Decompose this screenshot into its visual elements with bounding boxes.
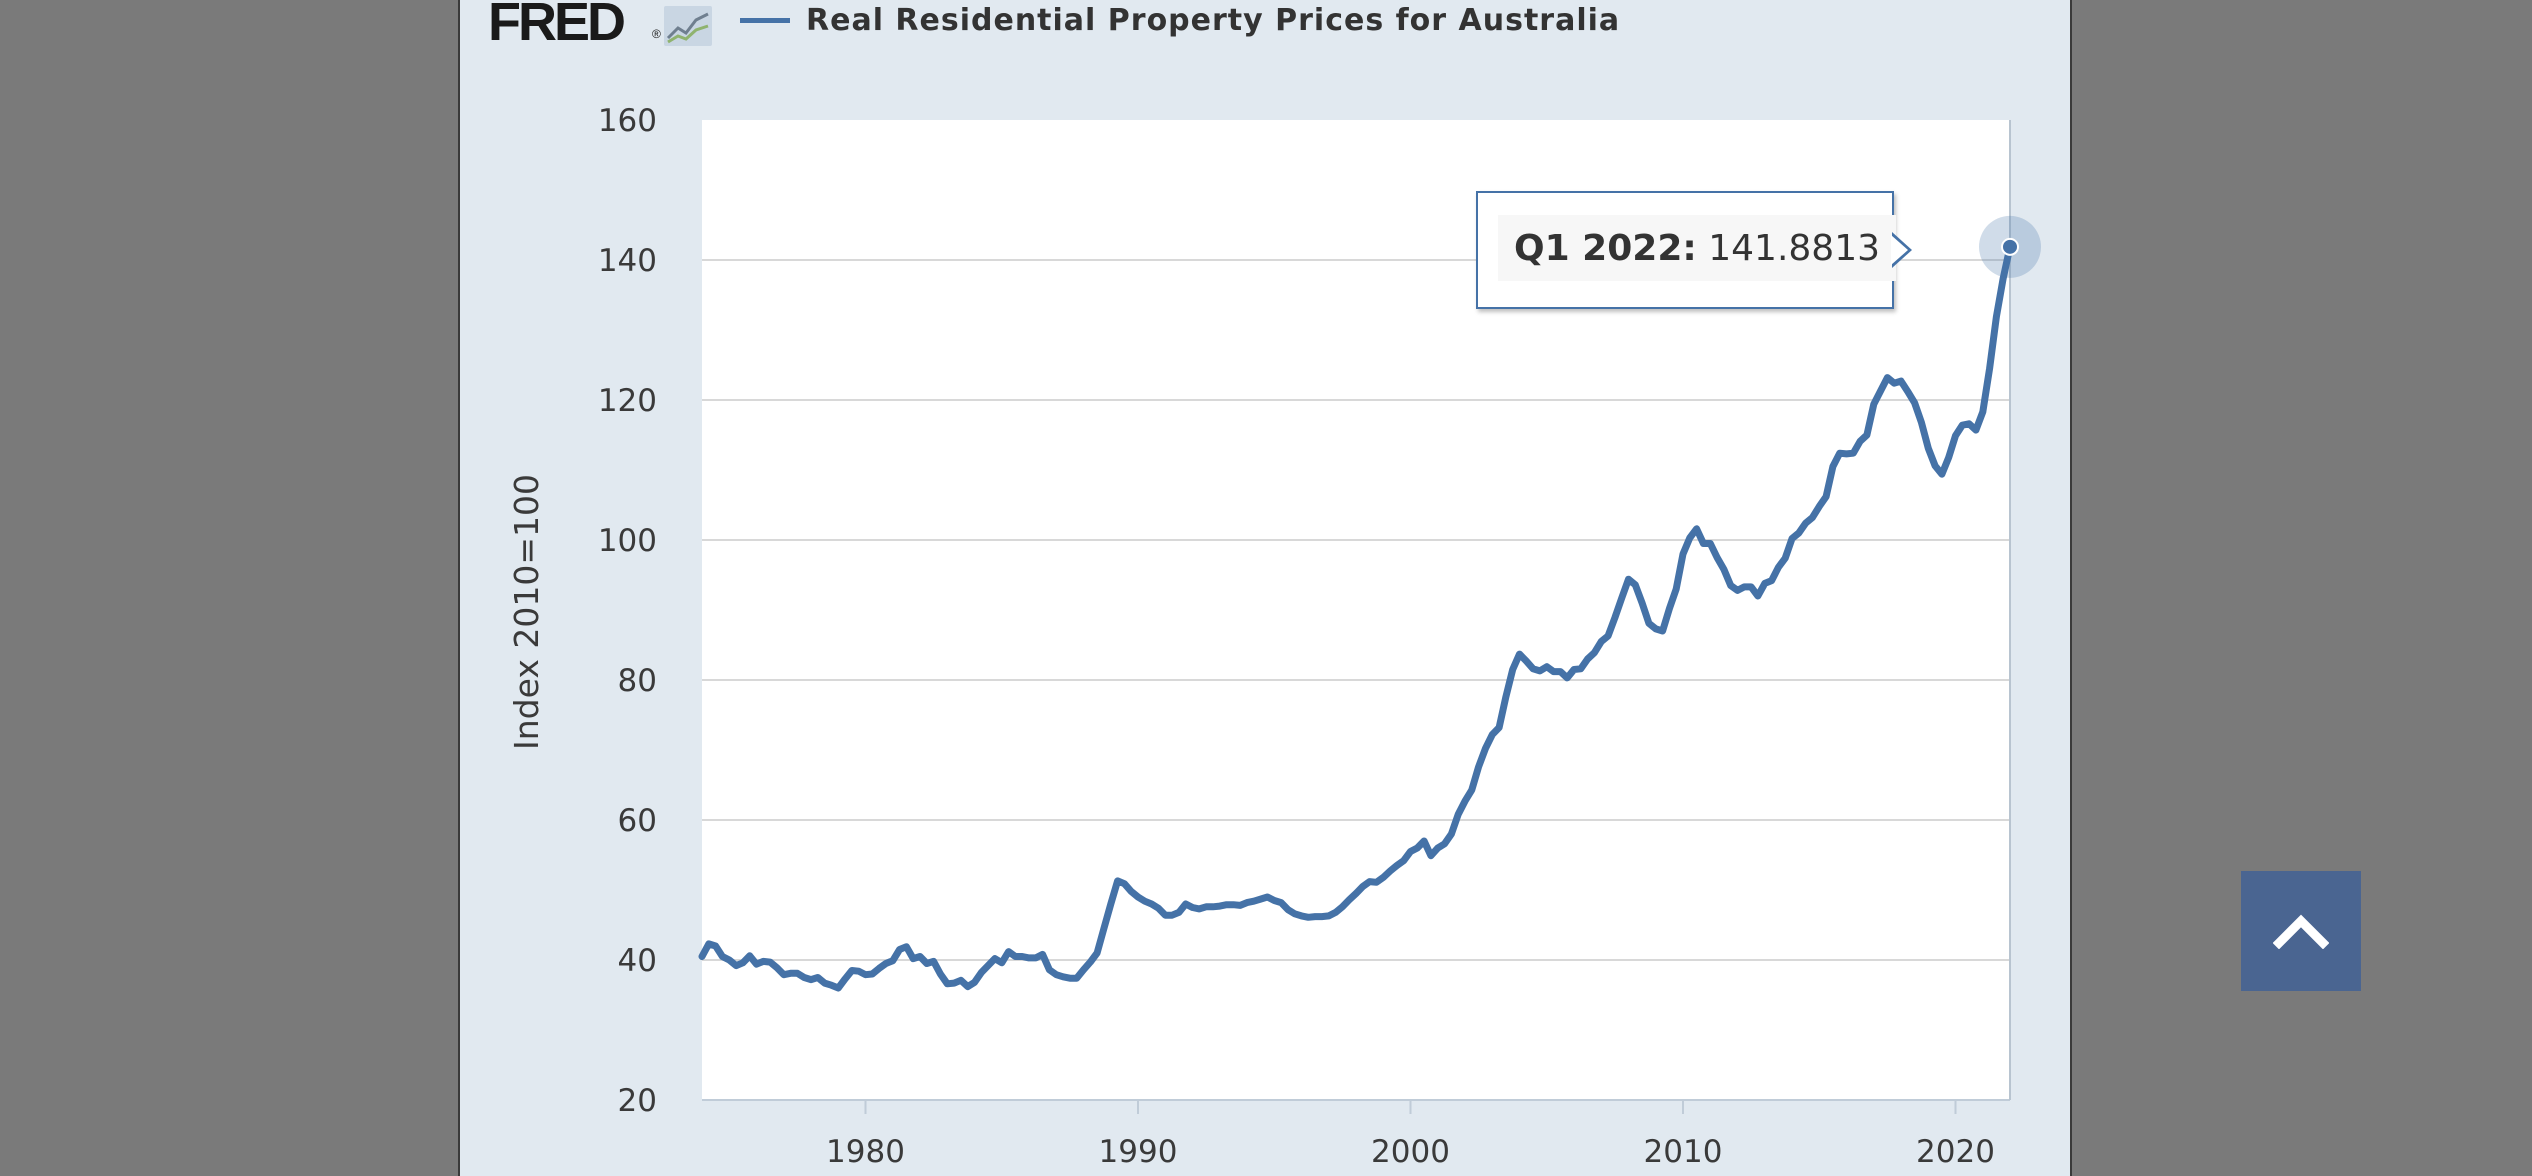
x-tick-label: 2010 <box>1644 1134 1723 1170</box>
legend: Real Residential Property Prices for Aus… <box>740 0 1620 40</box>
y-tick-label: 100 <box>598 523 657 559</box>
y-tick-label: 160 <box>598 103 657 139</box>
fred-logo[interactable]: FRED <box>488 0 626 52</box>
x-tick-label: 1980 <box>826 1134 905 1170</box>
scroll-to-top-button[interactable] <box>2241 871 2361 991</box>
y-axis-ticks: 20 40 60 80 100 120 140 160 <box>598 103 657 1119</box>
legend-swatch <box>740 17 790 23</box>
y-tick-label: 20 <box>618 1083 657 1119</box>
tooltip-arrow-fill <box>1891 235 1908 265</box>
legend-label: Real Residential Property Prices for Aus… <box>806 2 1621 38</box>
fred-logo-registered-mark: ® <box>652 27 661 41</box>
x-tick-label: 2020 <box>1916 1134 1995 1170</box>
x-tick-label: 2000 <box>1371 1134 1450 1170</box>
hover-point[interactable] <box>2001 237 2019 256</box>
tooltip-period: Q1 2022: <box>1514 227 1697 269</box>
x-tick-label: 1990 <box>1099 1134 1178 1170</box>
series-line <box>698 243 2014 992</box>
y-axis-title: Index 2010=100 <box>507 474 546 750</box>
y-tick-label: 60 <box>618 803 657 839</box>
y-tick-label: 80 <box>618 663 657 699</box>
y-tick-label: 120 <box>598 383 657 419</box>
fred-graph-icon <box>664 6 712 46</box>
tooltip-value: 141.8813 <box>1708 227 1881 269</box>
chevron-up-icon <box>2273 914 2329 949</box>
y-tick-label: 140 <box>598 243 657 279</box>
data-tooltip: Q1 2022: 141.8813 <box>1476 191 1897 309</box>
x-axis-ticks: 1980 1990 2000 2010 2020 <box>702 1099 2010 1170</box>
tooltip-content: Q1 2022: 141.8813 <box>1498 215 1897 281</box>
y-tick-label: 40 <box>618 943 657 979</box>
